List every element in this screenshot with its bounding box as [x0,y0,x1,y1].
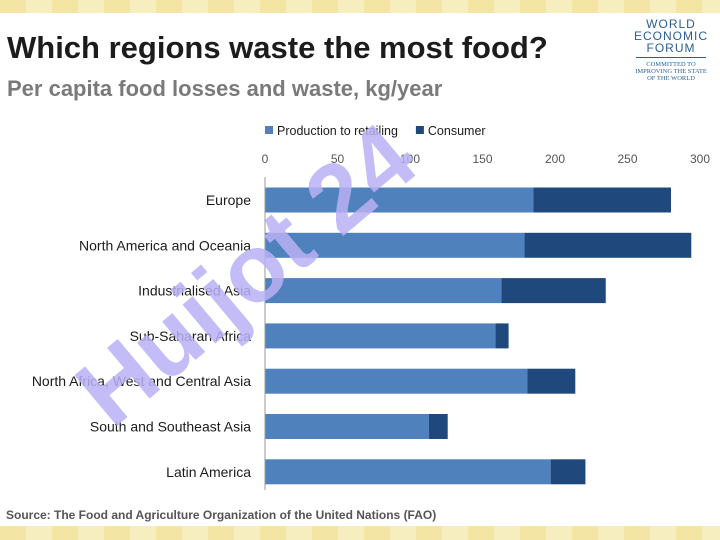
legend-swatch-1 [415,126,424,134]
legend-swatch-0 [265,126,273,134]
bar-6-series-1 [550,459,586,485]
top-decorative-stripe [0,0,720,13]
category-label-2: Industrialised Asia [138,283,251,299]
bar-5-series-1 [428,414,448,439]
legend-label-0: Production to retailing [277,124,398,138]
bottom-decorative-stripe [0,526,720,540]
bar-0-series-1 [533,187,671,213]
bar-2-series-1 [501,278,606,304]
bar-4-series-0 [265,368,528,394]
category-label-5: South and Southeast Asia [90,419,251,435]
x-tick-label-2: 100 [400,152,420,166]
category-label-1: North America and Oceania [79,237,251,253]
logo-line-2: ECONOMIC [634,29,708,43]
bar-4-series-1 [527,368,576,394]
bar-6-series-0 [265,459,551,485]
x-tick-label-5: 250 [617,152,637,166]
bar-0-series-0 [265,187,534,213]
category-label-0: Europe [206,192,251,208]
logo-divider [636,57,706,58]
wef-logo: WORLD ECONOMIC FORUM COMMITTED TO IMPROV… [630,18,712,82]
logo-tagline-3: OF THE WORLD [647,75,695,82]
logo-tagline-1: COMMITTED TO [646,61,696,68]
logo-line-3: FORUM [646,41,696,55]
category-label-4: North Africa, West and Central Asia [32,373,251,389]
category-label-6: Latin America [166,464,251,480]
logo-tagline-2: IMPROVING THE STATE [635,68,707,75]
bar-1-series-0 [265,232,525,258]
x-tick-label-4: 200 [545,152,565,166]
x-tick-label-3: 150 [472,152,492,166]
chart-title: Which regions waste the most food? [7,30,548,65]
bar-5-series-0 [265,414,429,439]
bar-2-series-0 [265,278,502,304]
x-tick-label-6: 300 [690,152,710,166]
x-tick-label-1: 50 [331,152,345,166]
source-note: Source: The Food and Agriculture Organiz… [6,508,437,522]
logo-line-1: WORLD [646,17,696,31]
bar-3-series-0 [265,323,496,349]
watermark-text: Huijot 24 [57,104,436,447]
bar-1-series-1 [524,232,692,258]
legend-label-1: Consumer [428,124,486,138]
bar-3-series-1 [495,323,509,349]
x-tick-label-0: 0 [262,152,269,166]
chart-subtitle: Per capita food losses and waste, kg/yea… [7,76,443,101]
category-label-3: Sub-Saharan Africa [130,328,252,344]
